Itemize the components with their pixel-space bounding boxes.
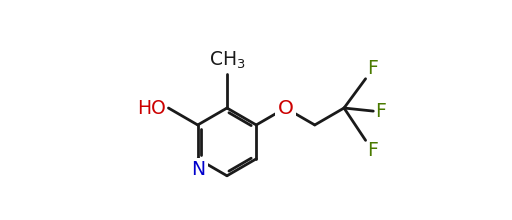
Text: F: F	[375, 102, 386, 121]
Text: F: F	[367, 59, 378, 78]
Text: N: N	[190, 160, 205, 179]
Text: F: F	[367, 141, 378, 160]
Text: O: O	[278, 99, 293, 117]
Text: CH$_3$: CH$_3$	[209, 50, 245, 71]
Text: HO: HO	[137, 99, 165, 117]
